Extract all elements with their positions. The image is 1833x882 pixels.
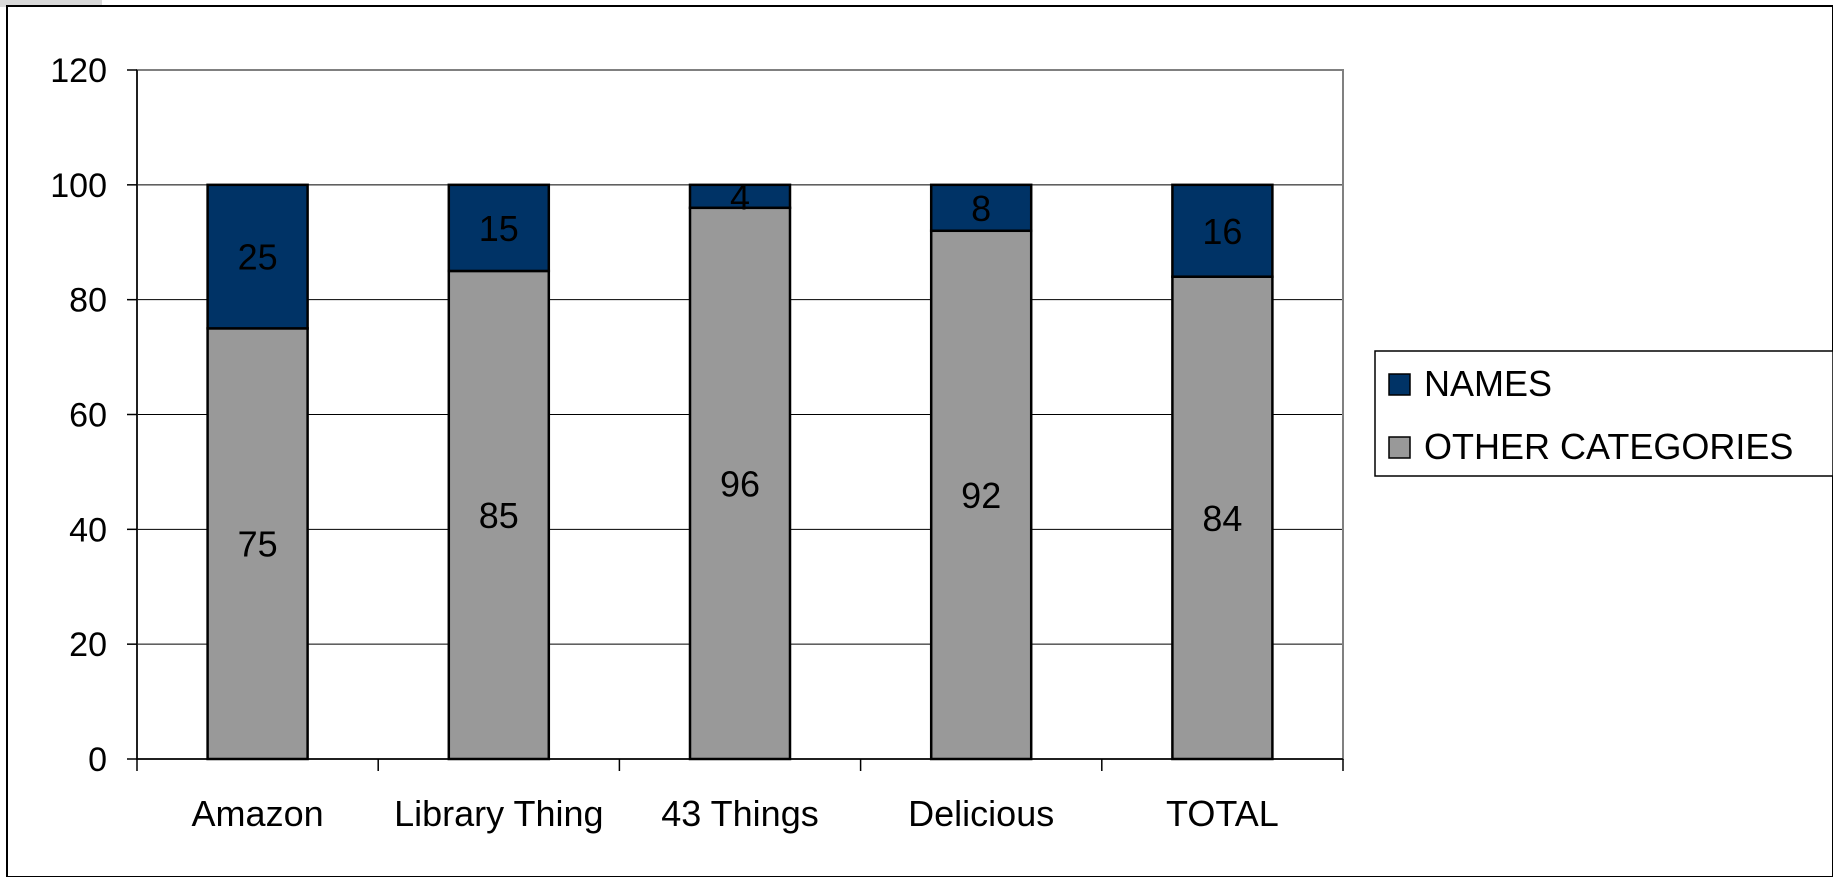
bar-segment bbox=[447, 269, 551, 761]
x-tick-label: Delicious bbox=[908, 793, 1054, 834]
bar-segment bbox=[206, 327, 309, 761]
bar-segment bbox=[1171, 183, 1274, 278]
bar-segment bbox=[929, 229, 1033, 761]
data-label: 25 bbox=[238, 237, 278, 278]
data-label: 15 bbox=[479, 208, 519, 249]
data-label: 92 bbox=[961, 475, 1001, 516]
y-tick-label: 60 bbox=[69, 397, 107, 435]
bar-segment bbox=[206, 183, 309, 330]
y-tick-label: 80 bbox=[69, 282, 107, 320]
bar-segment bbox=[1171, 275, 1274, 761]
bars bbox=[206, 183, 1274, 761]
x-tick-label: Amazon bbox=[192, 793, 324, 834]
bar-segment bbox=[447, 183, 551, 273]
data-label: 84 bbox=[1202, 498, 1242, 539]
data-label: 96 bbox=[720, 463, 760, 504]
legend-label-names: NAMES bbox=[1424, 363, 1552, 404]
x-tick-label: Library Thing bbox=[394, 793, 603, 834]
bar-segment bbox=[929, 183, 1033, 233]
x-tick-label: 43 Things bbox=[661, 793, 818, 834]
bar-segment bbox=[688, 183, 792, 210]
bar-segment bbox=[688, 206, 792, 761]
data-label: 8 bbox=[971, 188, 991, 229]
data-labels: 75 25 85 15 96 4 92 8 84 16 bbox=[238, 176, 1243, 564]
y-tick-label: 100 bbox=[50, 167, 107, 205]
data-label: 75 bbox=[238, 524, 278, 565]
data-label: 16 bbox=[1202, 211, 1242, 252]
corner-tab bbox=[0, 0, 102, 7]
legend-box bbox=[1374, 350, 1833, 477]
data-label: 85 bbox=[479, 495, 519, 536]
y-tick-label: 0 bbox=[88, 741, 107, 779]
x-tick-label: TOTAL bbox=[1166, 793, 1279, 834]
legend: NAMES OTHER CATEGORIES bbox=[1374, 350, 1833, 477]
x-axis: Amazon Library Thing 43 Things Delicious TOT… bbox=[136, 758, 1344, 834]
data-label: 4 bbox=[730, 176, 750, 217]
y-tick-label: 20 bbox=[69, 626, 107, 664]
y-axis: 0 20 40 60 80 100 120 bbox=[50, 52, 138, 779]
y-tick-label: 120 bbox=[50, 52, 107, 90]
legend-label-other-categories: OTHER CATEGORIES bbox=[1424, 426, 1793, 467]
y-tick-label: 40 bbox=[69, 511, 107, 549]
legend-swatch-other-categories bbox=[1388, 436, 1411, 459]
legend-swatch-names bbox=[1388, 373, 1411, 396]
